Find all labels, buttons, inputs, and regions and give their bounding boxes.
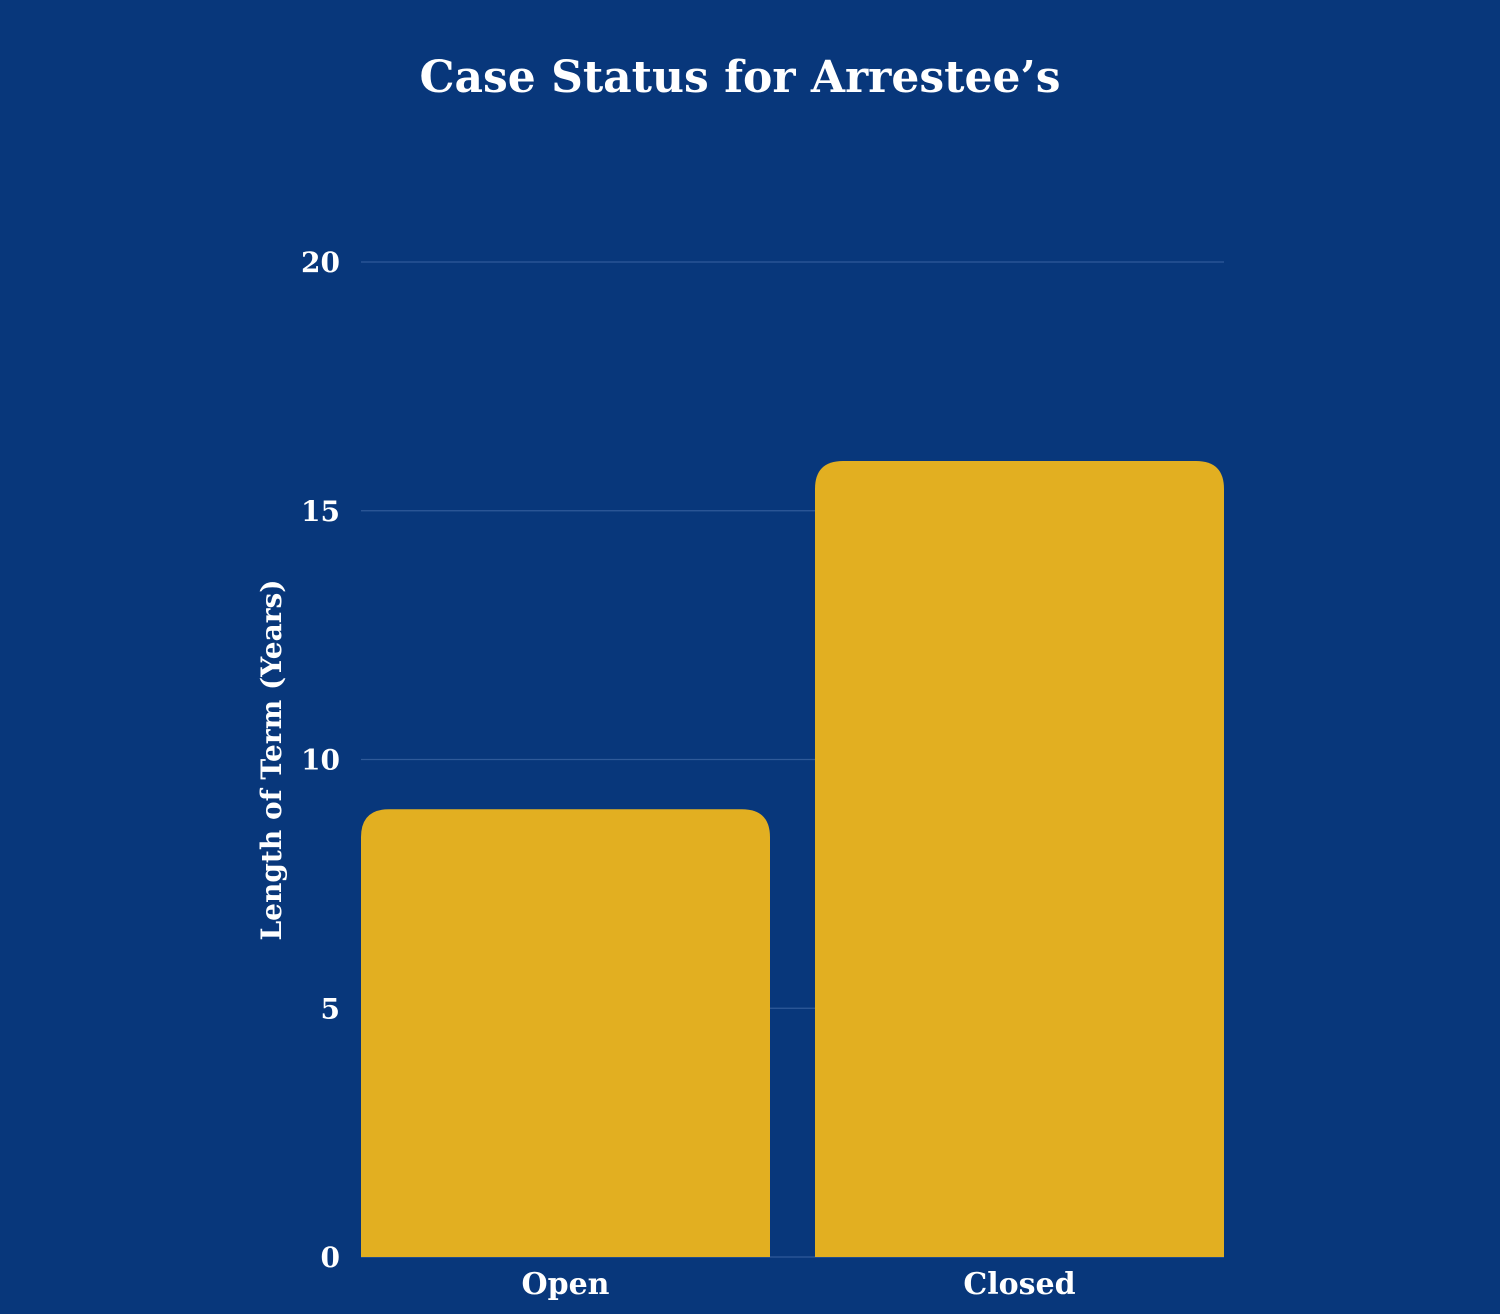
chart-title: Case Status for Arrestee’s [419,52,1060,103]
y-axis-ticks: 0 5 10 15 20 [301,246,340,1274]
y-tick-label-20: 20 [301,246,340,279]
y-tick-label-15: 15 [301,495,340,528]
bars [361,461,1224,1257]
y-tick-label-5: 5 [321,992,340,1025]
y-tick-label-10: 10 [301,744,340,777]
bar-closed [815,461,1224,1257]
x-tick-label-open: Open [521,1267,609,1302]
y-tick-label-0: 0 [321,1241,340,1274]
x-tick-label-closed: Closed [963,1267,1075,1302]
bar-open [361,809,770,1257]
y-axis-label: Length of Term (Years) [255,579,288,940]
x-axis-ticks: Open Closed [521,1267,1075,1302]
